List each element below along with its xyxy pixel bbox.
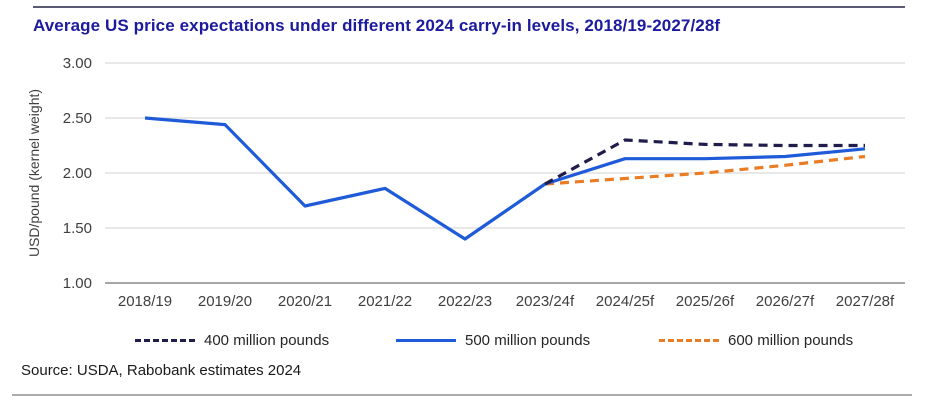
top-divider (33, 6, 905, 8)
bottom-divider (12, 394, 912, 396)
y-tick-label: 3.00 (63, 55, 92, 72)
x-tick-label: 2026/27f (756, 293, 815, 310)
legend-item-600-million: 600 million pounds (659, 330, 853, 350)
legend-label: 600 million pounds (728, 331, 854, 349)
series-line-600-million-pounds (544, 154, 866, 186)
chart-title: Average US price expectations under diff… (33, 16, 721, 35)
y-tick-label: 1.50 (63, 220, 92, 237)
y-axis-title: USD/pound (kernel weight) (26, 88, 42, 258)
chart-legend: 400 million pounds 500 million pounds 60… (0, 330, 935, 352)
series-line-400-million-pounds (544, 138, 865, 186)
x-tick-label: 2019/20 (198, 293, 252, 310)
x-tick-label: 2023/24f (516, 293, 575, 310)
legend-item-500-million: 500 million pounds (396, 330, 590, 350)
x-tick-label: 2027/28f (836, 293, 895, 310)
y-tick-label: 1.00 (63, 275, 92, 292)
series-line-500-million-pounds (144, 116, 866, 241)
legend-swatch-400-million (135, 338, 195, 342)
y-tick-label: 2.50 (63, 110, 92, 127)
source-note: Source: USDA, Rabobank estimates 2024 (21, 362, 302, 379)
x-tick-label: 2021/22 (358, 293, 412, 310)
x-tick-label: 2018/19 (118, 293, 172, 310)
price-line-chart: 1.00 1.50 2.00 2.50 3.00 2018/19 2019/20 2020/2… (63, 55, 905, 310)
legend-swatch-600-million (659, 338, 719, 342)
legend-swatch-500-million (396, 338, 456, 342)
y-tick-label: 2.00 (63, 165, 92, 182)
x-tick-label: 2020/21 (278, 293, 332, 310)
legend-label: 500 million pounds (465, 331, 591, 349)
x-tick-label: 2024/25f (596, 293, 655, 310)
x-tick-label: 2022/23 (438, 293, 492, 310)
x-tick-label: 2025/26f (676, 293, 735, 310)
legend-item-400-million: 400 million pounds (135, 330, 329, 350)
legend-label: 400 million pounds (204, 331, 330, 349)
